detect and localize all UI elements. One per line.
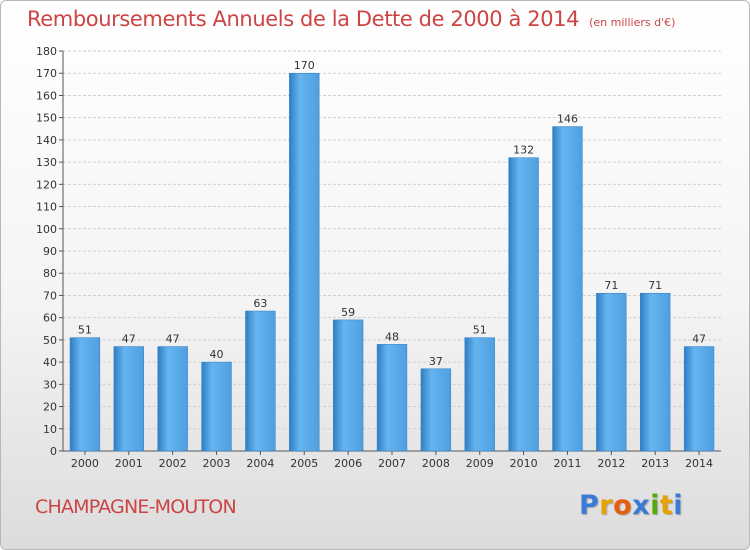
value-label-2011: 146 <box>557 113 578 126</box>
logo-letter: i <box>673 490 684 521</box>
y-tick-label: 0 <box>50 445 57 458</box>
y-tick-label: 170 <box>36 67 57 80</box>
logo-letter: r <box>599 490 614 521</box>
y-tick-label: 20 <box>43 401 57 414</box>
value-label-2000: 51 <box>78 324 92 337</box>
y-tick-label: 90 <box>43 245 57 258</box>
y-tick-label: 100 <box>36 223 57 236</box>
x-tick-label-2013: 2013 <box>641 457 669 470</box>
brand-logo: Proxiti <box>579 490 683 521</box>
x-tick-label-2008: 2008 <box>422 457 450 470</box>
bar-2010 <box>508 157 539 452</box>
value-label-2008: 37 <box>429 355 443 368</box>
x-tick-label-2012: 2012 <box>597 457 625 470</box>
x-tick-label-2011: 2011 <box>553 457 581 470</box>
logo-letter: t <box>659 490 674 521</box>
bar-2014 <box>683 346 715 452</box>
value-label-2004: 63 <box>253 297 267 310</box>
x-tick-label-2010: 2010 <box>510 457 538 470</box>
bar-layer <box>69 72 715 452</box>
y-tick-label: 50 <box>43 334 57 347</box>
value-label-2014: 47 <box>692 333 706 346</box>
bar-2003 <box>201 361 232 452</box>
y-tick-label: 130 <box>36 156 57 169</box>
bar-2000 <box>69 337 101 452</box>
place-name: CHAMPAGNE-MOUTON <box>35 496 237 518</box>
label-layer: 51 47 47 40 63 170 59 48 37 51 132 146 71 71 47 <box>78 59 706 368</box>
bar-2012 <box>596 292 627 452</box>
value-label-2010: 132 <box>513 144 534 157</box>
y-tick-label: 40 <box>43 356 57 369</box>
value-label-2001: 47 <box>122 333 136 346</box>
value-label-2009: 51 <box>473 324 487 337</box>
y-tick-label: 110 <box>36 201 57 214</box>
value-label-2002: 47 <box>166 333 180 346</box>
y-tick-label: 60 <box>43 312 57 325</box>
bar-2008 <box>420 368 452 452</box>
x-tick-label-2002: 2002 <box>159 457 187 470</box>
bar-2013 <box>640 292 671 452</box>
logo-letter: P <box>579 490 600 521</box>
y-tick-label: 160 <box>36 89 57 102</box>
bar-2002 <box>157 346 188 452</box>
logo-letter: i <box>650 490 660 521</box>
value-label-2013: 71 <box>648 279 662 292</box>
value-label-2007: 48 <box>385 330 399 343</box>
value-label-2012: 71 <box>604 279 618 292</box>
bar-2007 <box>376 344 408 452</box>
x-tick-label-2006: 2006 <box>334 457 362 470</box>
y-tick-label: 30 <box>43 378 57 391</box>
x-tick-label-2003: 2003 <box>203 457 231 470</box>
bar-2004 <box>245 310 276 452</box>
axis-layer: 0 10 20 30 40 50 60 70 80 90 100 110 120 130 140 150 160… <box>36 45 721 470</box>
bar-2006 <box>332 319 364 452</box>
y-tick-label: 10 <box>43 423 57 436</box>
y-tick-label: 70 <box>43 289 57 302</box>
bar-2005 <box>289 72 320 452</box>
x-tick-label-2014: 2014 <box>685 457 713 470</box>
x-tick-label-2004: 2004 <box>246 457 274 470</box>
x-tick-label-2001: 2001 <box>115 457 143 470</box>
bar-2009 <box>464 337 495 452</box>
y-tick-label: 120 <box>36 178 57 191</box>
y-tick-label: 150 <box>36 112 57 125</box>
y-tick-label: 140 <box>36 134 57 147</box>
bar-2011 <box>552 126 583 452</box>
logo-letter: o <box>613 490 633 521</box>
chart-title: Remboursements Annuels de la Dette de 20… <box>27 7 675 31</box>
bar-2001 <box>113 346 144 452</box>
value-label-2006: 59 <box>341 306 355 319</box>
y-tick-label: 80 <box>43 267 57 280</box>
logo-letter: x <box>632 490 651 521</box>
chart-title-text: Remboursements Annuels de la Dette de 20… <box>27 7 580 31</box>
value-label-2003: 40 <box>210 348 224 361</box>
chart-subtitle: (en milliers d'€) <box>589 16 676 29</box>
y-tick-label: 180 <box>36 45 57 58</box>
x-tick-label-2007: 2007 <box>378 457 406 470</box>
x-tick-label-2005: 2005 <box>290 457 318 470</box>
x-tick-label-2000: 2000 <box>71 457 99 470</box>
value-label-2005: 170 <box>294 59 315 72</box>
x-tick-label-2009: 2009 <box>466 457 494 470</box>
